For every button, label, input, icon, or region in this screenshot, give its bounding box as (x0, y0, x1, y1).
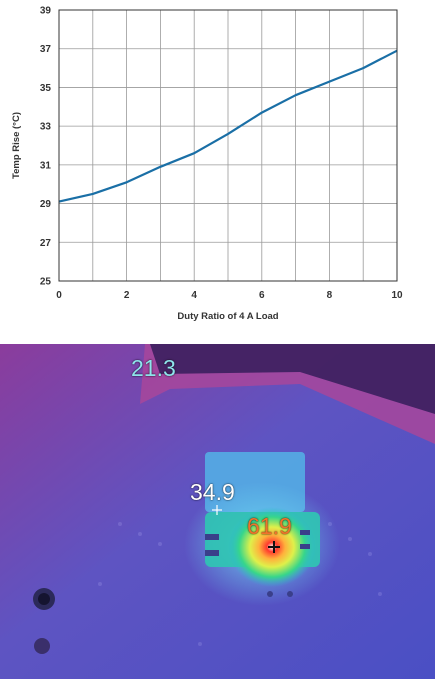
thermal-image: 21.3 34.9 61.9 (0, 344, 435, 679)
x-tick-label: 0 (56, 290, 62, 301)
thermal-reading-board: 34.9 (190, 479, 235, 505)
x-axis-label: Duty Ratio of 4 A Load (177, 311, 278, 322)
y-tick-label: 25 (40, 277, 52, 288)
chart-series-group (58, 49, 398, 203)
crosshair-icon (212, 505, 222, 515)
x-tick-label: 2 (124, 290, 130, 301)
plot-frame (58, 9, 398, 282)
x-tick-label: 4 (191, 290, 197, 301)
y-tick-label: 33 (40, 122, 52, 133)
hotspot-crosshair-icon (268, 541, 280, 553)
y-tick-label: 35 (40, 83, 52, 94)
y-tick-label: 27 (40, 238, 52, 249)
chart-tick-labels: 25 27 29 31 33 35 37 39 0 2 4 6 8 10 (40, 6, 403, 302)
thermal-background (0, 344, 435, 679)
y-tick-label: 29 (40, 199, 52, 210)
y-tick-label: 37 (40, 44, 52, 55)
chart-svg: 25 27 29 31 33 35 37 39 0 2 4 6 8 10 Duty Ratio of 4 … (11, 6, 403, 323)
x-tick-label: 10 (391, 290, 403, 301)
y-axis-label: Temp Rise (°C) (11, 112, 22, 179)
thermal-reading-hotspot: 61.9 (247, 513, 292, 539)
y-tick-label: 31 (40, 160, 52, 171)
line-chart: 25 27 29 31 33 35 37 39 0 2 4 6 8 10 Duty Ratio of 4 … (0, 0, 435, 335)
thermal-reading-cable: 21.3 (131, 355, 176, 381)
chart-grid (58, 9, 398, 282)
y-tick-label: 39 (40, 6, 52, 17)
x-tick-label: 8 (327, 290, 333, 301)
series-line-0 (58, 49, 398, 203)
x-tick-label: 6 (259, 290, 265, 301)
